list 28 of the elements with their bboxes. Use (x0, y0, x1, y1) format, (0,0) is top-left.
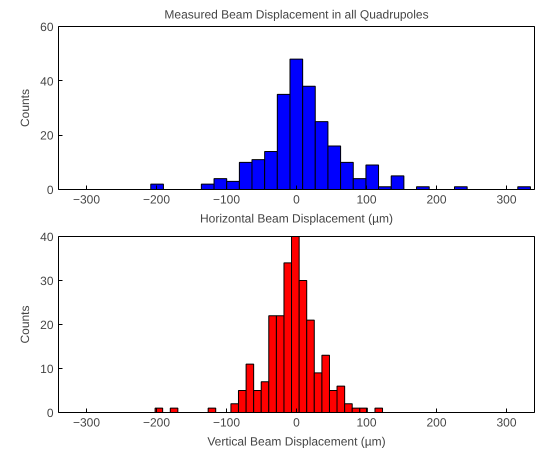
y-tick-label: 20 (40, 128, 54, 143)
x-tick-label: −300 (72, 416, 100, 430)
x-tick-label: −200 (142, 416, 170, 430)
x-tick-label: −200 (142, 192, 170, 206)
y-tick-label: 20 (40, 318, 54, 332)
x-tick-label: −300 (72, 192, 100, 206)
x-axis-title: Vertical Beam Displacement (µm) (207, 434, 386, 448)
x-axis-title: Horizontal Beam Displacement (µm) (200, 212, 393, 226)
x-tick-label: 200 (426, 192, 447, 206)
x-tick-label: 100 (356, 416, 377, 430)
y-tick-label: 0 (46, 406, 54, 420)
x-tick-label: 200 (426, 416, 447, 430)
x-tick-label: −100 (212, 416, 240, 430)
y-tick-label: 30 (40, 274, 54, 288)
x-tick-label: 0 (293, 416, 300, 430)
x-tick-label: 300 (496, 192, 517, 206)
x-tick-label: −100 (212, 192, 240, 206)
y-tick-label: 10 (40, 362, 54, 376)
y-tick-label: 0 (46, 183, 54, 197)
y-tick-label: 40 (40, 74, 54, 88)
x-tick-label: 0 (293, 192, 300, 206)
y-tick-label: 60 (40, 20, 54, 34)
y-tick-label: 40 (40, 230, 54, 244)
y-axis-title: Counts (18, 305, 32, 344)
y-axis-title: Counts (18, 88, 32, 128)
x-tick-label: 100 (356, 192, 377, 206)
chart-title: Measured Beam Displacement in all Quadrupoles (164, 8, 429, 22)
x-tick-label: 300 (496, 416, 517, 430)
